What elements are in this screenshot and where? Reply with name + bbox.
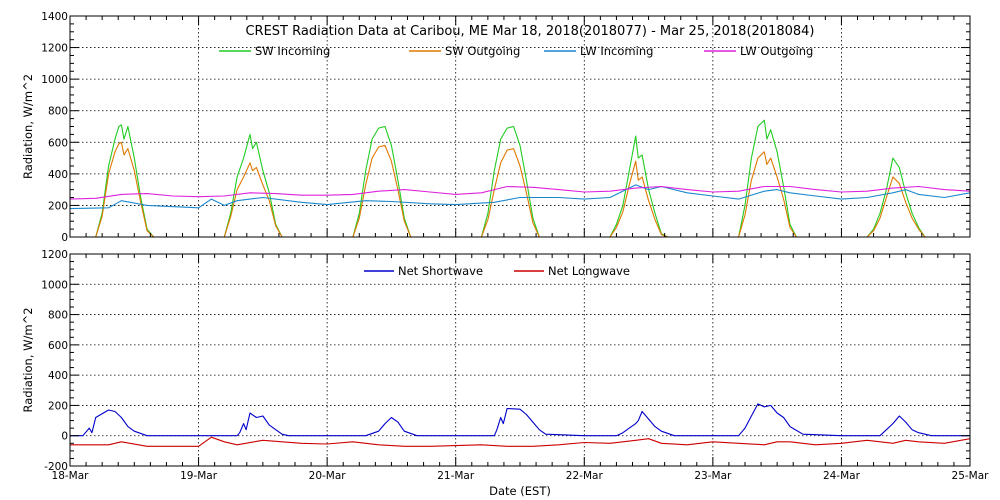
y-tick-label: 800: [48, 310, 68, 322]
series-line-net-longwave: [70, 436, 970, 447]
y-tick-label: 600: [48, 340, 68, 352]
series-line-lw-outgoing: [70, 185, 970, 200]
x-tick-label: 19-Mar: [180, 470, 218, 482]
panel-net: -200 0 200 400 600 800 1000 1200 Radiation, W/m^…: [21, 249, 989, 482]
legend-entry: SW Incoming: [255, 44, 330, 58]
y-tick-label: 0: [61, 232, 68, 244]
y-tick-label: 0: [61, 431, 68, 443]
y-tick-label: 400: [48, 370, 68, 382]
y-tick-label: 1200: [41, 249, 68, 261]
y-axis-label: Radiation, W/m^2: [21, 74, 35, 179]
x-tick-label: 21-Mar: [437, 470, 475, 482]
y-tick-label: -200: [44, 461, 68, 473]
panel-incoming-outgoing: 0 200 400 600 800 1000 1200 1400 Radiation, W/m^…: [21, 11, 971, 244]
series-line-net-shortwave: [70, 403, 970, 437]
series-line-lw-incoming: [70, 184, 970, 210]
x-tick-label: 23-Mar: [694, 470, 732, 482]
y-tick-label: 1000: [41, 279, 68, 291]
chart-title: CREST Radiation Data at Caribou, ME Mar …: [245, 24, 814, 39]
legend-entry: Net Longwave: [548, 264, 630, 278]
y-tick-label: 400: [48, 169, 68, 181]
y-tick-label: 1400: [41, 11, 68, 23]
x-tick-label: 25-Mar: [952, 470, 990, 482]
x-tick-label: 22-Mar: [566, 470, 604, 482]
y-tick-label: 600: [48, 137, 68, 149]
y-axis-label: Radiation, W/m^2: [21, 307, 35, 412]
legend-entry: Net Shortwave: [398, 264, 483, 278]
y-tick-label: 200: [48, 200, 68, 212]
y-tick-label: 200: [48, 400, 68, 412]
series-line-sw-outgoing: [70, 141, 970, 237]
x-tick-label: 24-Mar: [823, 470, 861, 482]
legend-entry: LW Outgoing: [740, 44, 813, 58]
x-tick-label: 20-Mar: [309, 470, 347, 482]
legend-entry: LW Incoming: [580, 44, 653, 58]
legend-entry: SW Outgoing: [445, 44, 520, 58]
chart-panels: 0 200 400 600 800 1000 1200 1400 Radiation, W/m^…: [21, 11, 989, 482]
y-tick-label: 1200: [41, 43, 68, 55]
x-axis-label: Date (EST): [489, 484, 551, 498]
x-tick-label: 18-Mar: [52, 470, 90, 482]
y-tick-label: 800: [48, 106, 68, 118]
y-tick-label: 1000: [41, 74, 68, 86]
series-group: [70, 403, 970, 447]
series-line-sw-incoming: [70, 119, 970, 237]
series-group: [70, 119, 970, 237]
